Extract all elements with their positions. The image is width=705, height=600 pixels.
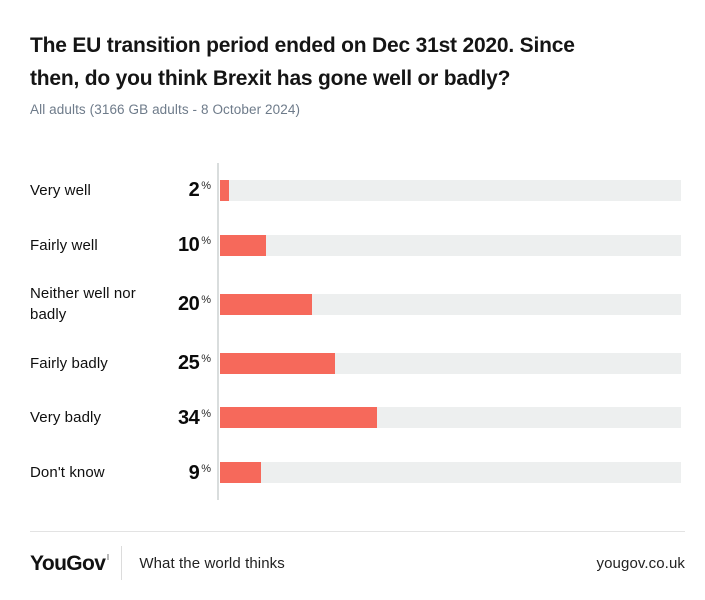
category-label: Fairly badly [30,354,108,372]
footer-tagline: What the world thinks [139,554,285,572]
percent-sign: % [201,462,211,475]
page-title: The EU transition period ended on Dec 31… [30,29,675,95]
percent-sign: % [201,407,211,420]
value-label: 25 % [175,353,217,373]
axis-line [217,163,219,500]
bar-track [220,462,681,484]
chart-row-fairly-badly: Fairly badly 25 % [30,336,681,391]
category-label: Don't know [30,464,105,482]
footer-divider [30,531,685,532]
chart-row-neither: Neither well nor badly 20 % [30,273,681,336]
bar-fill [220,407,377,429]
title-line-1: The EU transition period ended on Dec 31… [30,34,575,57]
chart-row-very-well: Very well 2 % [30,163,681,218]
chart-row-dont-know: Don't know 9 % [30,445,681,500]
bar-track [220,293,681,315]
vertical-divider [121,546,123,580]
value-number: 34 [177,406,200,429]
footer: YouGov What the world thinks yougov.co.u… [30,544,685,582]
value-label: 2 % [175,180,217,200]
percent-sign: % [201,235,211,248]
value-number: 10 [177,234,200,257]
category-label: Neither well nor badly [30,285,136,324]
category-label: Very well [30,181,91,199]
value-label: 34 % [175,408,217,428]
bar-track [220,234,681,256]
bar-chart: Very well 2 % Fairly well 10 % [30,163,681,500]
bar-fill [220,234,267,256]
value-number: 2 [188,179,200,202]
chart-rows: Very well 2 % Fairly well 10 % [30,163,681,500]
bar-track [220,179,681,201]
bar-fill [220,352,336,374]
bar-fill [220,179,230,201]
bar-fill [220,462,262,484]
bar-track [220,352,681,374]
value-number: 20 [177,293,200,316]
footer-website-link[interactable]: yougov.co.uk [596,554,685,572]
chart-row-fairly-well: Fairly well 10 % [30,218,681,273]
yougov-logo: YouGov [30,553,110,574]
value-number: 25 [177,352,200,374]
percent-sign: % [201,294,211,307]
percent-sign: % [201,180,211,193]
value-label: 20 % [175,294,217,314]
value-number: 9 [188,461,200,484]
sample-subtitle: All adults (3166 GB adults - 8 October 2… [30,102,301,117]
bar-track [220,407,681,429]
category-label: Very badly [30,409,102,427]
header: The EU transition period ended on Dec 31… [0,0,705,117]
logo-trademark-tick [107,553,110,560]
bar-fill [220,293,313,315]
category-label: Fairly well [30,236,98,254]
chart-row-very-badly: Very badly 34 % [30,390,681,445]
value-label: 9 % [175,463,217,483]
title-line-2: then, do you think Brexit has gone well … [30,67,511,90]
value-label: 10 % [175,235,217,255]
percent-sign: % [201,353,211,365]
